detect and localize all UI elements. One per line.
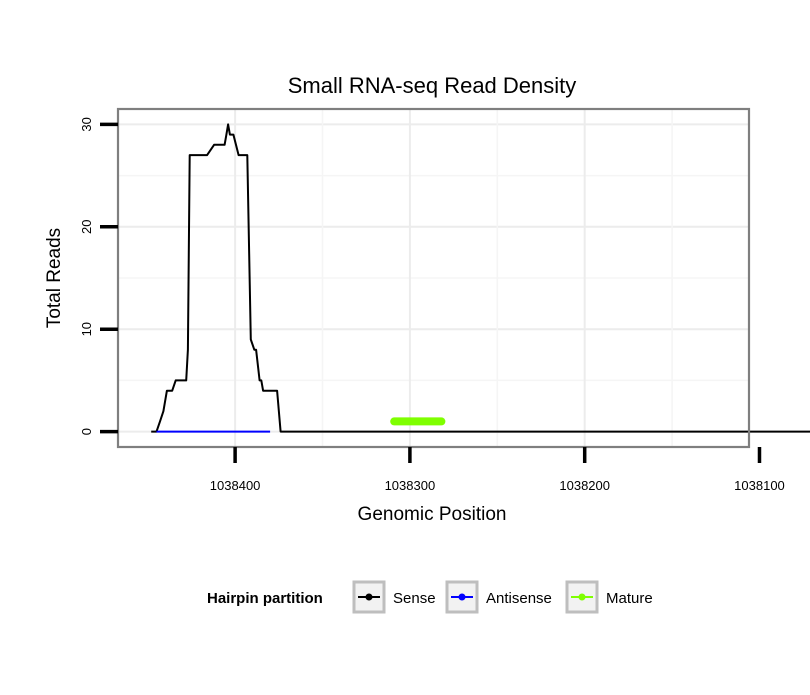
- legend-item-sense: Sense: [352, 580, 436, 614]
- x-axis: 1038400 1038300 1038200 1038100: [210, 447, 785, 493]
- chart-title: Small RNA-seq Read Density: [288, 73, 577, 98]
- legend-items: Sense Antisense Mature: [352, 580, 653, 614]
- data-series: [151, 123, 810, 433]
- x-axis-title: Genomic Position: [358, 504, 507, 525]
- series-line-sense: [151, 123, 810, 433]
- legend-key-point: [458, 593, 466, 601]
- y-tick-label: 10: [79, 322, 94, 336]
- x-tick-label: 1038100: [734, 478, 785, 493]
- legend-label: Mature: [606, 590, 653, 607]
- legend-key-box: [445, 580, 479, 614]
- legend-item-antisense: Antisense: [445, 580, 552, 614]
- x-tick-label: 1038300: [385, 478, 436, 493]
- legend-item-mature: Mature: [565, 580, 653, 614]
- legend-key-point: [365, 593, 373, 601]
- plot-panel-border: [116, 107, 751, 449]
- grid-lines: [118, 109, 749, 447]
- legend-title: Hairpin partition: [207, 590, 323, 607]
- legend-label: Antisense: [486, 590, 552, 607]
- y-tick-label: 20: [79, 220, 94, 234]
- y-tick-label: 30: [79, 117, 94, 131]
- x-tick-label: 1038400: [210, 478, 261, 493]
- y-tick-label: 0: [79, 428, 94, 435]
- y-axis: 0 10 20 30: [79, 117, 118, 435]
- x-tick-label: 1038200: [559, 478, 610, 493]
- y-axis-title: Total Reads: [44, 228, 65, 328]
- legend: Hairpin partition Sense Antisense Mature: [207, 580, 653, 614]
- legend-label: Sense: [393, 590, 436, 607]
- legend-key-point: [578, 593, 586, 601]
